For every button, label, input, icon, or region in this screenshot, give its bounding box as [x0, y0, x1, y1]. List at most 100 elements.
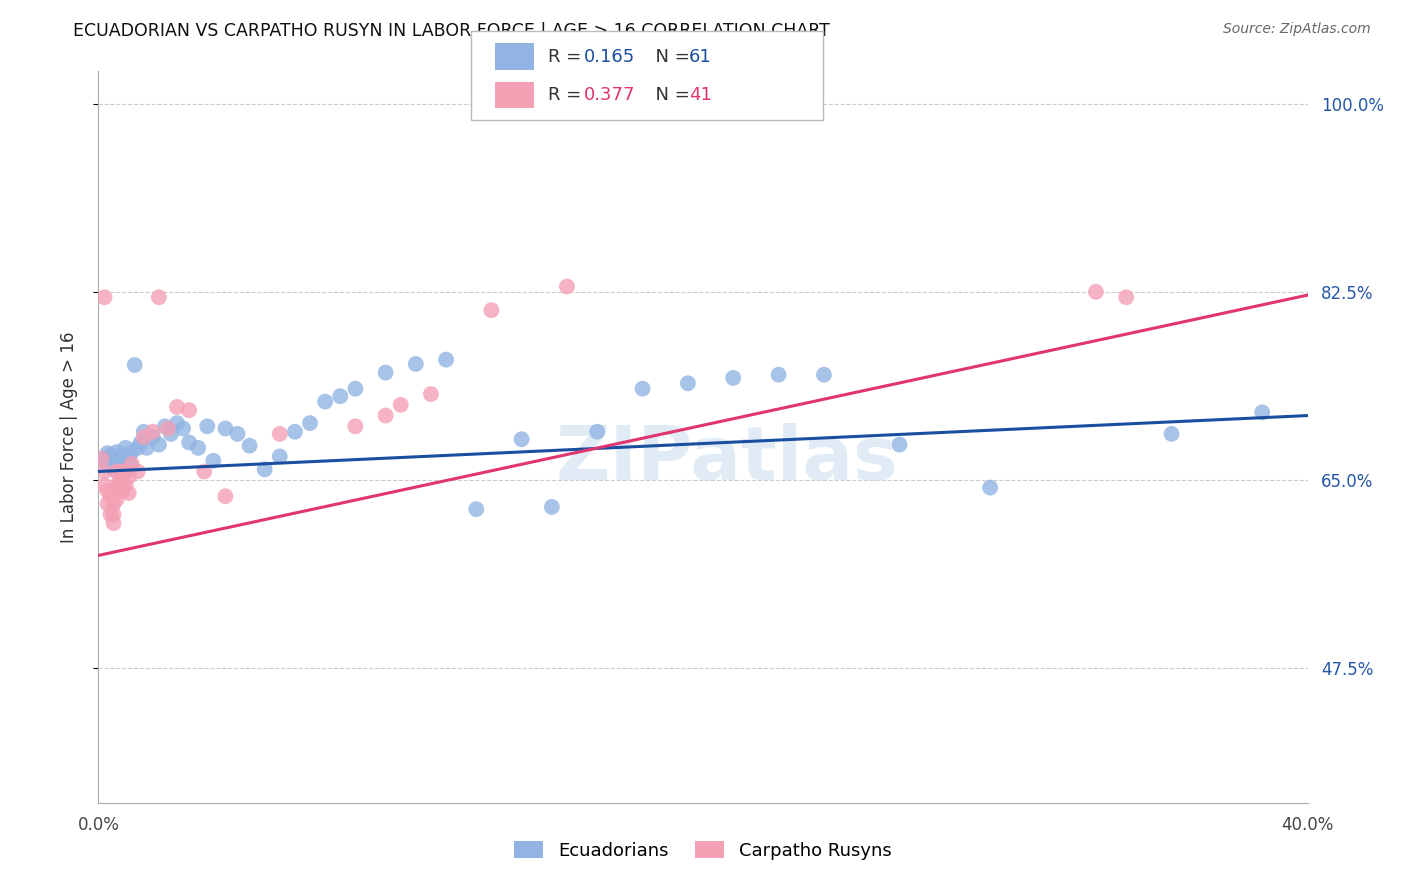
Point	[195, 419, 218, 434]
Point	[124, 358, 146, 372]
Text: 0.377: 0.377	[583, 87, 636, 104]
Point	[118, 470, 141, 484]
Point	[111, 455, 134, 469]
Text: R =: R =	[548, 47, 588, 65]
Point	[187, 441, 209, 455]
Point	[96, 483, 118, 498]
Point	[108, 465, 131, 479]
Point	[135, 441, 157, 455]
Point	[214, 489, 236, 503]
Point	[96, 457, 118, 471]
Point	[105, 459, 128, 474]
Point	[631, 382, 654, 396]
Point	[114, 459, 136, 474]
Point	[179, 435, 201, 450]
Point	[100, 508, 122, 522]
Point	[979, 481, 1001, 495]
Point	[148, 437, 170, 451]
Point	[111, 448, 134, 462]
Point	[148, 290, 170, 304]
Point	[405, 357, 427, 371]
Point	[374, 409, 396, 423]
Point	[768, 368, 790, 382]
Point	[108, 475, 131, 490]
Point	[214, 421, 236, 435]
Point	[156, 421, 179, 435]
Point	[329, 389, 352, 403]
Point	[114, 465, 136, 479]
Point	[127, 465, 149, 479]
Point	[114, 441, 136, 455]
Point	[202, 454, 225, 468]
Point	[108, 450, 131, 464]
Point	[142, 425, 165, 439]
Point	[118, 462, 141, 476]
Point	[420, 387, 443, 401]
Point	[108, 457, 131, 471]
Point	[269, 426, 291, 441]
Point	[344, 419, 367, 434]
Point	[142, 430, 165, 444]
Point	[166, 400, 188, 414]
Point	[226, 426, 249, 441]
Text: 41: 41	[689, 87, 711, 104]
Point	[1251, 405, 1274, 419]
Text: 61: 61	[689, 47, 711, 65]
Point	[100, 448, 122, 462]
Point	[93, 465, 115, 479]
Point	[108, 462, 131, 476]
Point	[105, 465, 128, 479]
Point	[111, 467, 134, 482]
Legend: Ecuadorians, Carpatho Rusyns: Ecuadorians, Carpatho Rusyns	[508, 834, 898, 867]
Point	[193, 465, 215, 479]
Text: N =: N =	[644, 87, 696, 104]
Text: N =: N =	[644, 47, 696, 65]
Point	[121, 457, 143, 471]
Point	[93, 451, 115, 466]
Point	[465, 502, 488, 516]
Point	[510, 432, 533, 446]
Point	[127, 441, 149, 455]
Text: ECUADORIAN VS CARPATHO RUSYN IN LABOR FORCE | AGE > 16 CORRELATION CHART: ECUADORIAN VS CARPATHO RUSYN IN LABOR FO…	[73, 22, 830, 40]
Text: Source: ZipAtlas.com: Source: ZipAtlas.com	[1223, 22, 1371, 37]
Point	[1115, 290, 1137, 304]
Point	[1085, 285, 1108, 299]
Point	[93, 478, 115, 492]
Point	[481, 303, 503, 318]
Point	[111, 483, 134, 498]
Point	[103, 516, 125, 530]
Text: R =: R =	[548, 87, 588, 104]
Point	[132, 430, 155, 444]
Point	[389, 398, 412, 412]
Text: 0.165: 0.165	[583, 47, 634, 65]
Point	[179, 403, 201, 417]
Point	[100, 489, 122, 503]
Point	[103, 462, 125, 476]
Point	[676, 376, 699, 391]
Point	[555, 279, 578, 293]
Point	[103, 497, 125, 511]
Point	[239, 439, 262, 453]
Point	[723, 371, 745, 385]
Point	[121, 459, 143, 474]
Point	[299, 416, 322, 430]
Point	[114, 478, 136, 492]
Point	[96, 446, 118, 460]
Point	[90, 451, 112, 466]
Point	[344, 382, 367, 396]
Point	[540, 500, 562, 514]
Point	[129, 435, 152, 450]
Point	[586, 425, 609, 439]
Point	[121, 445, 143, 459]
Point	[118, 450, 141, 464]
Point	[105, 492, 128, 507]
Point	[132, 425, 155, 439]
Point	[93, 290, 115, 304]
Point	[434, 352, 457, 367]
Point	[284, 425, 307, 439]
Point	[103, 508, 125, 522]
Text: ZIPatlas: ZIPatlas	[555, 423, 898, 496]
Point	[153, 419, 176, 434]
Point	[1160, 426, 1182, 441]
Point	[314, 394, 336, 409]
